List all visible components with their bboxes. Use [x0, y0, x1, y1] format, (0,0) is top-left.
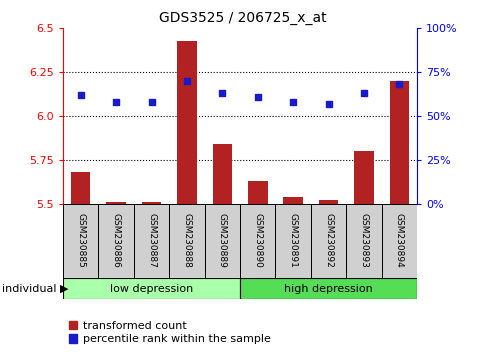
FancyBboxPatch shape	[275, 204, 310, 278]
FancyBboxPatch shape	[63, 204, 98, 278]
Point	[147, 99, 155, 105]
Bar	[389, 81, 408, 204]
FancyBboxPatch shape	[204, 204, 240, 278]
Text: GDS3525 / 206725_x_at: GDS3525 / 206725_x_at	[158, 11, 326, 25]
Text: low depression: low depression	[110, 284, 193, 293]
Point	[76, 92, 85, 98]
FancyBboxPatch shape	[310, 204, 346, 278]
Text: GSM230891: GSM230891	[288, 213, 297, 268]
Point	[394, 81, 402, 87]
Point	[359, 90, 367, 96]
FancyBboxPatch shape	[240, 204, 275, 278]
Text: GSM230892: GSM230892	[323, 213, 333, 268]
Bar	[318, 200, 338, 204]
FancyBboxPatch shape	[169, 204, 204, 278]
Text: GSM230893: GSM230893	[359, 213, 368, 268]
Point	[288, 99, 296, 105]
Text: GSM230890: GSM230890	[253, 213, 262, 268]
FancyBboxPatch shape	[346, 204, 381, 278]
Text: individual ▶: individual ▶	[2, 284, 69, 293]
FancyBboxPatch shape	[381, 204, 416, 278]
Point	[218, 90, 226, 96]
Point	[112, 99, 120, 105]
Bar	[141, 202, 161, 204]
Legend: transformed count, percentile rank within the sample: transformed count, percentile rank withi…	[68, 321, 271, 344]
Text: GSM230894: GSM230894	[394, 213, 403, 268]
Text: GSM230886: GSM230886	[111, 213, 121, 268]
Point	[182, 78, 190, 84]
Point	[324, 101, 332, 107]
FancyBboxPatch shape	[98, 204, 134, 278]
Bar	[71, 172, 91, 204]
Bar	[212, 144, 232, 204]
Text: GSM230888: GSM230888	[182, 213, 191, 268]
Bar	[283, 196, 302, 204]
Text: GSM230887: GSM230887	[147, 213, 156, 268]
Bar	[177, 41, 197, 204]
FancyBboxPatch shape	[134, 204, 169, 278]
FancyBboxPatch shape	[240, 278, 416, 299]
Text: GSM230889: GSM230889	[217, 213, 227, 268]
Bar	[106, 202, 126, 204]
Bar	[247, 181, 267, 204]
Text: high depression: high depression	[284, 284, 372, 293]
Point	[253, 94, 261, 99]
Bar	[353, 151, 373, 204]
FancyBboxPatch shape	[63, 278, 240, 299]
Text: GSM230885: GSM230885	[76, 213, 85, 268]
